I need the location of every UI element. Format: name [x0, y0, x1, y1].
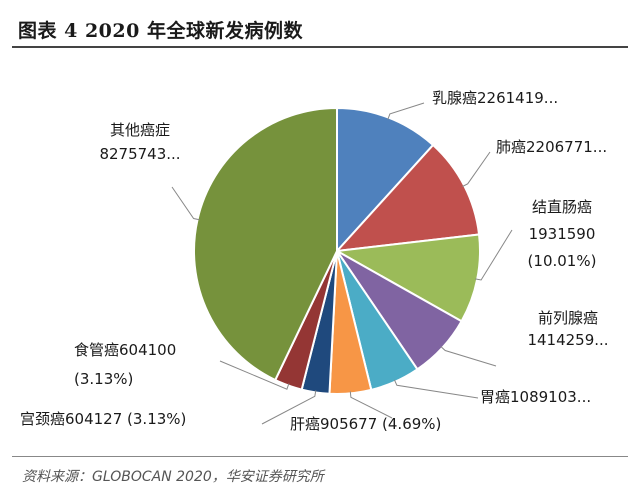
- source-note: 资料来源：GLOBOCAN 2020，华安证券研究所: [22, 469, 324, 485]
- slice-label-line: 1414259...: [527, 331, 608, 349]
- leader-line: [219, 360, 290, 390]
- slice-label-line: 食管癌604100: [74, 341, 176, 359]
- slice-label-line: 前列腺癌: [538, 309, 598, 327]
- slice-label: 宫颈癌604127 (3.13%): [20, 410, 186, 428]
- leader-line: [171, 186, 200, 221]
- slice-label: 前列腺癌 1414259...: [527, 309, 608, 349]
- slice-label-line: 8275743...: [99, 145, 180, 163]
- chart-title: 图表 4 2020 年全球新发病例数: [18, 20, 303, 42]
- title-bar: 图表 4 2020 年全球新发病例数: [12, 12, 628, 48]
- leader-lines: [171, 102, 513, 425]
- slice-label: 食管癌604100 (3.13%): [74, 341, 176, 388]
- pie-slices: [193, 106, 481, 395]
- leader-line: [349, 391, 393, 419]
- slice-label: 肝癌905677 (4.69%): [290, 415, 441, 433]
- slice-label-line: 乳腺癌2261419...: [432, 89, 558, 107]
- leader-line: [393, 379, 479, 399]
- slice-label-line: 1931590: [529, 225, 596, 243]
- slice-label: 乳腺癌2261419...: [432, 89, 558, 107]
- slice-label-line: 肝癌905677 (4.69%): [290, 415, 441, 433]
- slice-label: 胃癌1089103...: [480, 388, 591, 406]
- slice-label-line: 结直肠癌: [532, 198, 592, 216]
- leader-line: [475, 229, 513, 281]
- leader-line: [261, 390, 317, 425]
- footer-divider: [12, 456, 628, 457]
- slice-label-line: 肺癌2206771...: [496, 138, 607, 156]
- slice-label-line: (3.13%): [74, 370, 133, 388]
- slice-label: 肺癌2206771...: [496, 138, 607, 156]
- pie-chart: 乳腺癌2261419... 肺癌2206771... 结直肠癌 1931590 (10.…: [20, 89, 609, 433]
- slice-labels: 乳腺癌2261419... 肺癌2206771... 结直肠癌 1931590 (10.…: [20, 89, 609, 433]
- slice-label: 结直肠癌 1931590 (10.01%): [528, 198, 597, 270]
- slice-label-line: (10.01%): [528, 252, 597, 270]
- slice-label-line: 宫颈癌604127 (3.13%): [20, 410, 186, 428]
- leader-line: [387, 102, 425, 120]
- slice-label-line: 其他癌症: [110, 121, 170, 139]
- slice-label: 其他癌症 8275743...: [99, 121, 180, 163]
- slice-label-line: 胃癌1089103...: [480, 388, 591, 406]
- leader-line: [440, 346, 497, 367]
- leader-line: [462, 151, 491, 187]
